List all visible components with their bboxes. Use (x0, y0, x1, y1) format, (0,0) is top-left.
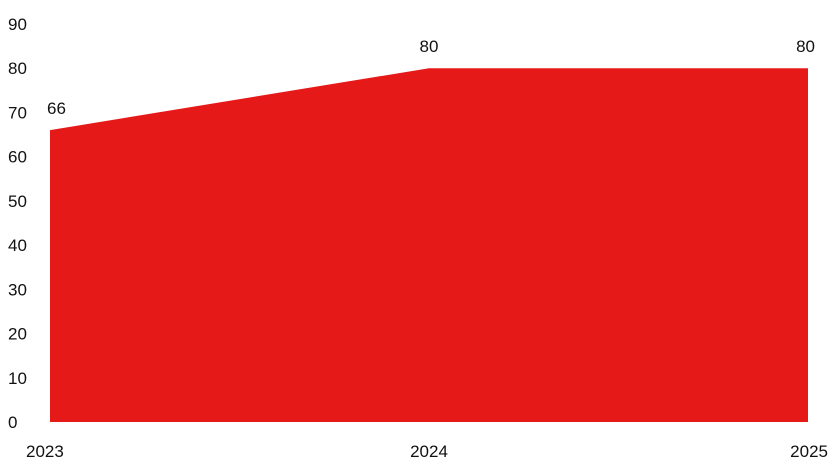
y-tick-label: 10 (8, 369, 27, 388)
data-label: 66 (47, 99, 66, 118)
data-labels: 66 80 80 (47, 37, 815, 118)
y-tick-label: 0 (8, 413, 17, 432)
x-tick-label: 2024 (410, 442, 448, 459)
y-tick-label: 90 (8, 15, 27, 34)
y-tick-label: 60 (8, 148, 27, 167)
x-tick-label: 2023 (26, 442, 64, 459)
y-axis-ticks: 0 10 20 30 40 50 60 70 80 90 (8, 15, 27, 432)
y-tick-label: 70 (8, 103, 27, 122)
y-tick-label: 40 (8, 236, 27, 255)
area-series (50, 68, 808, 422)
y-tick-label: 80 (8, 59, 27, 78)
y-tick-label: 50 (8, 192, 27, 211)
y-tick-label: 30 (8, 280, 27, 299)
x-tick-label: 2025 (790, 442, 828, 459)
y-tick-label: 20 (8, 325, 27, 344)
data-label: 80 (420, 37, 439, 56)
data-label: 80 (796, 37, 815, 56)
x-axis-ticks: 2023 2024 2025 (26, 442, 828, 459)
